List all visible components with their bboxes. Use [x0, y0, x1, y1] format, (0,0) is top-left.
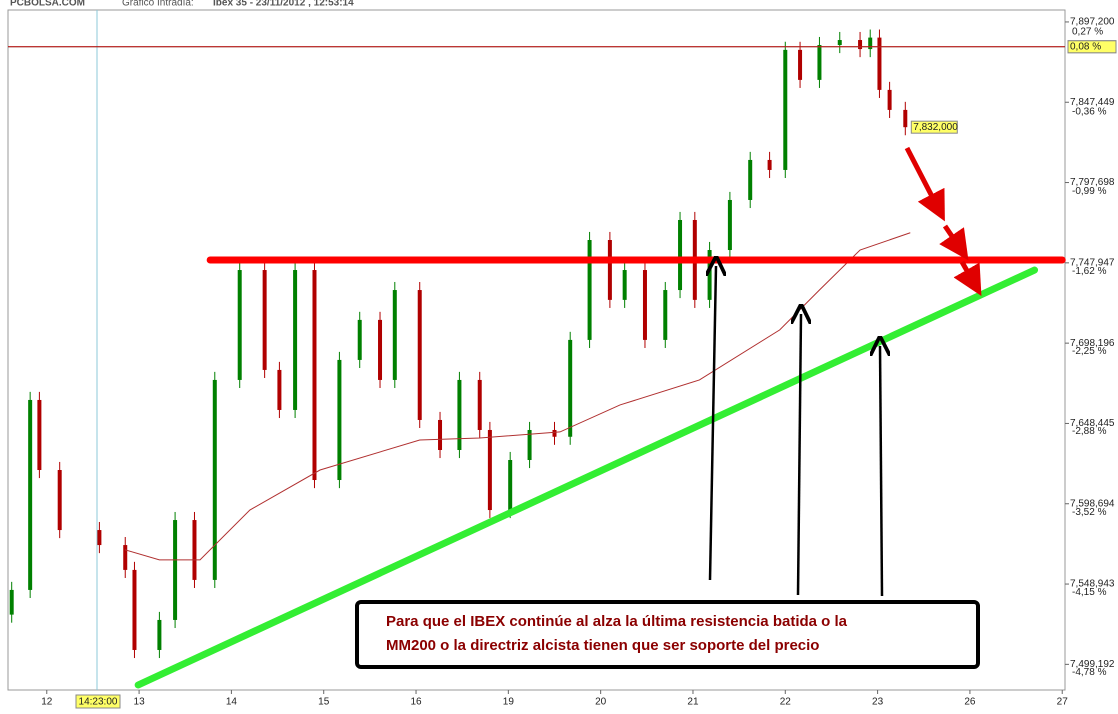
- candle-body: [727, 199, 732, 251]
- candle-body: [663, 290, 668, 340]
- y2-tick-label: -2,88 %: [1072, 426, 1107, 437]
- candle-body: [28, 399, 33, 590]
- candle-body: [392, 290, 397, 380]
- y-tick-label: 7,698,196: [1070, 338, 1115, 349]
- candle-body: [57, 470, 62, 531]
- arrows: [710, 146, 982, 597]
- candle-body: [817, 45, 822, 80]
- candle-body: [487, 429, 492, 511]
- y-tick-label: 7,499,192: [1070, 659, 1115, 670]
- y-tick-label: 7,797,698: [1070, 177, 1115, 188]
- candle-body: [417, 290, 422, 420]
- candle-body: [607, 240, 612, 300]
- y2-tick-label: -1,62 %: [1072, 266, 1107, 277]
- candle-body: [37, 399, 42, 471]
- annotation: MM200 o la directriz alcista tienen que …: [386, 637, 819, 654]
- last-price-box: [910, 120, 958, 134]
- candle-body: [97, 530, 102, 546]
- candle-body: [337, 359, 342, 481]
- candle-body: [552, 429, 557, 437]
- x-tick-label: 14: [226, 697, 238, 708]
- x-tick-label: 23: [872, 697, 884, 708]
- y-tick-label: 7,897,200: [1070, 17, 1115, 28]
- x-tick-label: 27: [1057, 697, 1069, 708]
- candle-body: [858, 40, 863, 50]
- overlay-line: [124, 232, 911, 561]
- y-tick-label: 7,747,947: [1070, 257, 1115, 268]
- arrow: [710, 266, 716, 581]
- site-name: PCBOLSA.COM: [10, 0, 85, 9]
- candle-body: [868, 37, 873, 50]
- y2-tick-label: -3,52 %: [1072, 507, 1107, 518]
- candle-body: [457, 379, 462, 450]
- arrow: [798, 314, 801, 596]
- last-price-label: 7,832,000: [913, 122, 958, 133]
- candle-body: [262, 270, 267, 370]
- candle-body: [622, 270, 627, 300]
- plot: [9, 29, 1066, 689]
- arrow: [880, 346, 882, 597]
- candle-body: [887, 89, 892, 110]
- arrow: [953, 260, 982, 297]
- candle-body: [798, 49, 803, 80]
- y2-tick-label: -4,78 %: [1072, 667, 1107, 678]
- arrow: [939, 224, 969, 261]
- candle-body: [438, 419, 443, 450]
- level-box: [1067, 40, 1117, 54]
- candle-body: [173, 520, 178, 620]
- y-tick-label: 7,548,943: [1070, 579, 1115, 590]
- candle-body: [678, 219, 683, 291]
- crosshair-box: [75, 694, 121, 709]
- candle-body: [837, 40, 842, 46]
- candle-body: [357, 319, 362, 360]
- y-tick-label: 7,598,694: [1070, 498, 1115, 509]
- candle-body: [123, 545, 128, 570]
- candle-body: [508, 459, 513, 511]
- candle-body: [767, 159, 772, 170]
- candle-body: [378, 319, 383, 380]
- crosshair-time: 14:23:00: [79, 697, 118, 708]
- candle-body: [132, 569, 137, 650]
- candle-body: [642, 270, 647, 340]
- candle-body: [157, 619, 162, 650]
- y-tick-label: 7,648,445: [1070, 418, 1115, 429]
- x-tick-label: 16: [410, 697, 422, 708]
- candle-body: [587, 240, 592, 340]
- candle-body: [9, 589, 14, 615]
- candle-body: [748, 159, 753, 200]
- y-tick-label: 7,847,449: [1070, 97, 1115, 108]
- annotation-box: [355, 600, 980, 669]
- header-label: Gráfico Intradía:: [122, 0, 194, 9]
- candle-body: [277, 369, 282, 410]
- candle-body: [477, 379, 482, 430]
- arrow: [904, 146, 945, 222]
- candle-body: [293, 270, 298, 410]
- candle-body: [877, 37, 882, 90]
- y2-tick-label: -4,15 %: [1072, 587, 1107, 598]
- y2-tick-label: -2,25 %: [1072, 346, 1107, 357]
- chart-title: Ibex 35 - 23/11/2012 , 12:53:14: [213, 0, 354, 9]
- x-tick-label: 26: [964, 697, 976, 708]
- x-tick-label: 19: [503, 697, 515, 708]
- candle-body: [527, 429, 532, 460]
- x-tick-label: 21: [687, 697, 699, 708]
- x-tick-label: 12: [41, 697, 53, 708]
- y2-tick-label: -0,36 %: [1072, 106, 1107, 117]
- x-tick-label: 20: [595, 697, 607, 708]
- x-tick-label: 22: [780, 697, 792, 708]
- candle-body: [783, 49, 788, 170]
- annotation: Para que el IBEX continúe al alza la últ…: [386, 613, 848, 630]
- candle-body: [212, 379, 217, 580]
- x-tick-label: 15: [318, 697, 330, 708]
- level-label: 0,08 %: [1070, 41, 1101, 52]
- x-tick-label: 13: [134, 697, 146, 708]
- candle-body: [568, 339, 573, 437]
- candle-body: [192, 520, 197, 580]
- candle-body: [903, 109, 908, 128]
- y2-tick-label: 0,27 %: [1072, 26, 1103, 37]
- candle-body: [237, 270, 242, 380]
- y2-tick-label: -0,99 %: [1072, 186, 1107, 197]
- candle-body: [312, 270, 317, 481]
